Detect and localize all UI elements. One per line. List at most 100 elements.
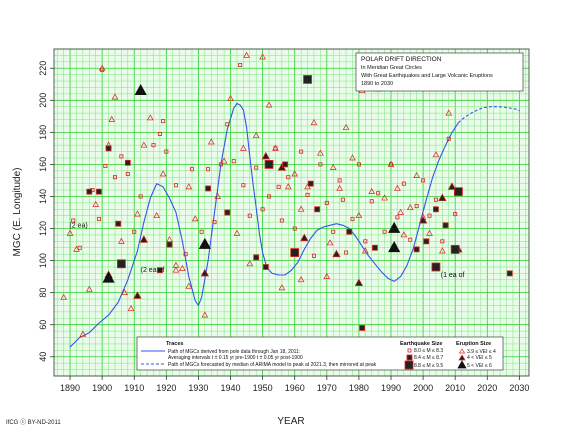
title-box-title: POLAR DRIFT DIRECTION xyxy=(361,56,442,63)
eruption-medium-marker xyxy=(261,151,270,160)
earthquake-medium-marker xyxy=(282,161,288,168)
title-box-line1: In Meridian Great Circles xyxy=(361,65,422,71)
earthquake-medium-marker xyxy=(314,206,321,213)
eruption-large-marker xyxy=(388,241,401,253)
earthquake-small-marker xyxy=(231,159,236,164)
eruption-small-marker xyxy=(355,211,363,219)
eruption-small-marker xyxy=(329,163,337,170)
eruption-small-marker xyxy=(185,183,193,190)
legend-er-large: 5 < VEI ≤ 6 xyxy=(467,363,492,369)
plot-background xyxy=(54,49,529,376)
y-tick-label: 140 xyxy=(38,189,48,204)
earthquake-medium-marker xyxy=(307,180,314,187)
earthquake-small-marker xyxy=(190,167,195,172)
earthquake-small-marker xyxy=(433,197,438,202)
legend-trace-1: Path of MGCs derived from pole data thro… xyxy=(168,349,300,355)
earthquake-medium-marker xyxy=(262,264,269,270)
earthquake-small-marker xyxy=(260,207,265,212)
eruption-small-marker xyxy=(66,229,74,236)
x-axis-title: YEAR xyxy=(277,416,304,427)
eruption-small-marker xyxy=(349,154,356,161)
earthquake-small-marker xyxy=(103,164,108,169)
legend-eq-large: 8.8 ≤ M ≤ 9.5 xyxy=(414,363,443,369)
earthquake-large-marker xyxy=(303,75,312,84)
earthquake-small-marker xyxy=(414,204,419,209)
earthquake-small-marker xyxy=(138,194,143,199)
eruption-small-marker xyxy=(445,109,453,116)
eruption-small-marker xyxy=(317,149,324,156)
earthquake-large-marker xyxy=(453,187,463,197)
legend-er-large-marker xyxy=(457,360,467,369)
eruption-small-marker xyxy=(240,144,247,151)
x-tick-label: 1920 xyxy=(156,383,176,393)
earthquake-small-marker xyxy=(238,63,243,68)
title-box-line3: 1890 to 2030 xyxy=(361,81,393,87)
x-tick-label: 2020 xyxy=(477,383,497,393)
earthquake-medium-marker xyxy=(423,238,430,245)
earthquake-small-marker xyxy=(340,197,345,202)
eruption-small-marker xyxy=(159,170,167,177)
eruption-small-marker xyxy=(179,264,186,271)
earthquake-small-marker xyxy=(299,149,304,154)
earthquake-small-marker xyxy=(401,181,406,186)
earthquake-medium-marker xyxy=(346,228,353,235)
eruption-small-marker xyxy=(342,123,350,130)
earthquake-small-marker xyxy=(311,253,316,258)
x-tick-label: 2030 xyxy=(509,383,529,393)
earthquake-small-marker xyxy=(356,162,361,167)
forecast-trace xyxy=(458,106,520,124)
eruption-small-marker xyxy=(361,247,369,254)
eruption-small-marker xyxy=(397,208,404,215)
earthquake-small-marker xyxy=(408,237,413,242)
earthquake-small-marker xyxy=(273,146,278,151)
legend-trace-3: Path of MGCs forecasted by median of ARI… xyxy=(168,362,377,368)
eruption-medium-marker xyxy=(133,291,142,299)
credit-text: IfCG ⓒ BY-ND-2011 xyxy=(6,418,61,426)
y-tick-label: 220 xyxy=(38,61,48,76)
earthquake-small-marker xyxy=(161,119,166,124)
eruption-small-marker xyxy=(134,210,141,217)
annotation-layer: (2 ea) (2 ea of (1 ea of xyxy=(69,222,464,279)
eruption-small-marker xyxy=(140,141,148,148)
earthquake-small-marker xyxy=(440,239,445,244)
eruption-small-marker xyxy=(153,211,161,219)
eruption-small-marker xyxy=(336,184,343,191)
earthquake-small-marker xyxy=(286,175,291,180)
earthquake-small-marker xyxy=(427,213,432,218)
eruption-small-marker xyxy=(246,260,254,267)
eruption-small-marker xyxy=(79,330,87,337)
earthquake-medium-marker xyxy=(105,145,112,152)
earthquake-small-marker xyxy=(77,245,82,250)
eruption-small-marker xyxy=(284,183,292,190)
earthquake-small-marker xyxy=(363,239,368,244)
eruption-small-marker xyxy=(265,101,273,108)
eruption-small-marker xyxy=(127,304,135,312)
legend-er-small-marker xyxy=(458,348,466,354)
earthquake-small-marker xyxy=(218,162,223,167)
x-tick-label: 1900 xyxy=(92,383,112,393)
eruption-small-marker xyxy=(297,205,305,212)
y-tick-label: 160 xyxy=(38,157,48,172)
y-tick-label: 80 xyxy=(38,288,48,298)
earthquake-small-marker xyxy=(382,229,387,234)
earthquake-small-marker xyxy=(254,165,259,170)
plot-frame xyxy=(53,48,530,377)
earthquake-small-marker xyxy=(453,212,458,217)
y-tick-label: 60 xyxy=(38,320,48,330)
legend-eq-medium-marker xyxy=(406,354,413,361)
earthquake-small-marker xyxy=(369,199,374,204)
eruption-small-marker xyxy=(214,192,222,199)
legend-traces-title: Traces xyxy=(166,341,183,347)
eruption-small-marker xyxy=(439,247,446,254)
eruption-small-marker xyxy=(207,138,215,145)
legend-eq-large-marker xyxy=(404,360,414,370)
eruption-small-marker xyxy=(278,284,286,291)
earthquake-small-marker xyxy=(132,229,137,234)
legend-eq-medium: 8.4 ≤ M ≤ 8.7 xyxy=(414,355,443,361)
earthquake-small-marker xyxy=(421,178,426,183)
eruption-small-marker xyxy=(432,151,440,158)
x-tick-label: 2010 xyxy=(445,383,465,393)
annotation-label: (1 ea of xyxy=(441,272,465,279)
earthquake-medium-marker xyxy=(359,325,366,331)
eruption-large-marker xyxy=(388,221,401,233)
